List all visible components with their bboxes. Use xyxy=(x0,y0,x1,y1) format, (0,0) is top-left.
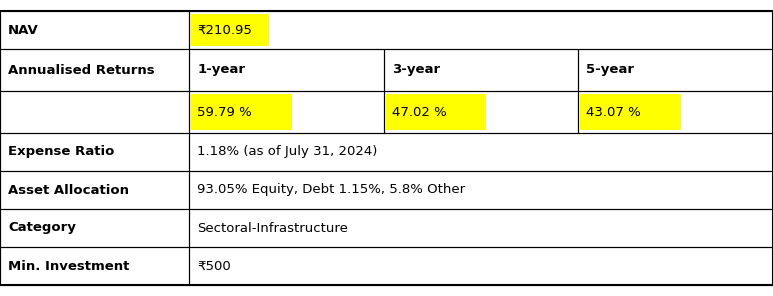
Text: 1-year: 1-year xyxy=(197,64,245,76)
Bar xyxy=(0,247,189,285)
Bar xyxy=(386,94,486,130)
Text: ₹500: ₹500 xyxy=(197,260,231,273)
Bar xyxy=(189,49,384,91)
Text: 59.79 %: 59.79 % xyxy=(197,105,252,118)
Text: ₹210.95: ₹210.95 xyxy=(197,23,252,36)
Bar xyxy=(0,49,189,91)
Bar xyxy=(192,94,291,130)
Bar xyxy=(0,209,189,247)
Bar xyxy=(189,171,773,209)
Text: Sectoral-Infrastructure: Sectoral-Infrastructure xyxy=(197,221,349,234)
Text: Asset Allocation: Asset Allocation xyxy=(8,184,129,197)
Text: 47.02 %: 47.02 % xyxy=(392,105,447,118)
Text: 93.05% Equity, Debt 1.15%, 5.8% Other: 93.05% Equity, Debt 1.15%, 5.8% Other xyxy=(197,184,465,197)
Text: 5-year: 5-year xyxy=(587,64,635,76)
Text: Annualised Returns: Annualised Returns xyxy=(8,64,155,76)
Bar xyxy=(578,91,773,133)
Text: NAV: NAV xyxy=(8,23,39,36)
Bar xyxy=(0,91,189,133)
Bar xyxy=(578,49,773,91)
Bar xyxy=(192,14,268,46)
Bar xyxy=(0,171,189,209)
Bar xyxy=(189,91,384,133)
Text: 43.07 %: 43.07 % xyxy=(587,105,642,118)
Text: 1.18% (as of July 31, 2024): 1.18% (as of July 31, 2024) xyxy=(197,146,378,158)
Bar xyxy=(189,247,773,285)
Bar xyxy=(581,94,681,130)
Bar xyxy=(189,209,773,247)
Text: Expense Ratio: Expense Ratio xyxy=(8,146,114,158)
Text: Category: Category xyxy=(8,221,76,234)
Bar xyxy=(384,91,578,133)
Bar xyxy=(189,11,773,49)
Bar xyxy=(0,133,189,171)
Text: 3-year: 3-year xyxy=(392,64,440,76)
Bar xyxy=(0,11,189,49)
Bar xyxy=(189,133,773,171)
Bar xyxy=(384,49,578,91)
Text: Min. Investment: Min. Investment xyxy=(8,260,129,273)
